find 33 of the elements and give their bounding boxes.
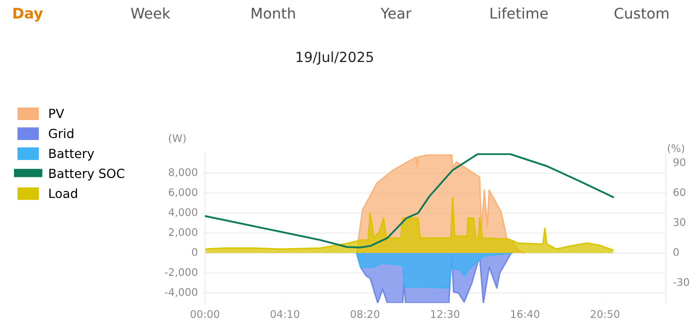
y-tick-label: 4,000 — [168, 208, 198, 218]
text: Lifetime — [490, 7, 548, 19]
y-tick-label: 8,000 — [168, 168, 198, 178]
legend-label: Load — [49, 188, 77, 198]
y2-tick-label: 30 — [674, 218, 686, 226]
x-tick-label: 00:00 — [190, 310, 220, 318]
text: Day — [13, 8, 43, 22]
text: Year — [380, 8, 412, 19]
legend-label: Battery SOC — [49, 168, 124, 181]
legend-label: Battery — [49, 148, 94, 161]
y2-tick-label: 90 — [673, 158, 686, 166]
x-tick-label: 16:40 — [511, 310, 540, 318]
y-tick-label: 0 — [192, 248, 198, 256]
y-tick-label: 6,000 — [168, 188, 198, 198]
x-tick-label: 20:50 — [590, 310, 620, 318]
y-axis-title: (W) — [168, 134, 186, 144]
legend-label: PV — [49, 108, 64, 118]
line-series — [204, 153, 614, 248]
legend-label: Grid — [48, 128, 74, 138]
y2-tick-label: 0 — [673, 248, 679, 256]
text: Custom — [614, 8, 668, 19]
y2-tick-label: 60 — [674, 188, 686, 196]
text: 19/Jul/2025 — [296, 51, 374, 65]
x-tick-label: 12:30 — [431, 310, 460, 318]
y-tick-label: 2,000 — [168, 228, 198, 238]
text: Week — [130, 7, 170, 19]
y2-axis-title: (%) — [668, 144, 684, 154]
y-tick-label: -4,000 — [164, 288, 198, 298]
y2-tick-label: -30 — [673, 278, 690, 286]
text: Month — [252, 7, 295, 19]
x-tick-label: 04:10 — [270, 310, 300, 318]
x-tick-label: 08:20 — [350, 310, 380, 318]
y-tick-label: -2,000 — [164, 268, 198, 278]
